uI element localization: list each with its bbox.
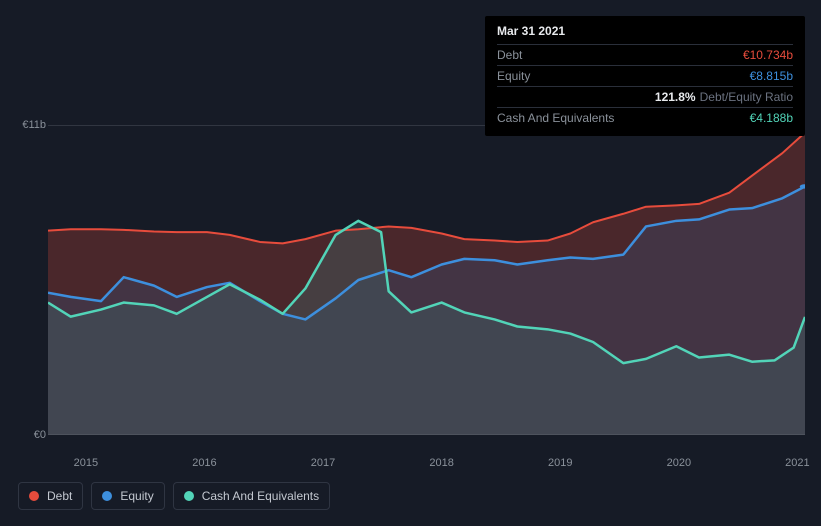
tooltip-label	[497, 90, 655, 104]
tooltip-row-cash: Cash And Equivalents €4.188b	[497, 108, 793, 128]
x-tick-label: 2019	[548, 457, 572, 469]
legend-dot-icon	[102, 491, 112, 501]
tooltip-ratio-wrap: 121.8% Debt/Equity Ratio	[655, 90, 793, 104]
x-tick-label: 2016	[192, 457, 216, 469]
chart-tooltip: Mar 31 2021 Debt €10.734b Equity €8.815b…	[485, 16, 805, 136]
y-axis-labels: €0€11b	[18, 125, 46, 435]
tooltip-ratio-label: Debt/Equity Ratio	[700, 90, 793, 104]
x-tick-label: 2018	[429, 457, 453, 469]
chart-area[interactable]: €0€11b 2015201620172018201920202021	[48, 125, 805, 435]
legend-item-cash[interactable]: Cash And Equivalents	[173, 482, 330, 510]
y-tick-label: €11b	[22, 119, 46, 131]
chart-legend: Debt Equity Cash And Equivalents	[18, 482, 330, 510]
tooltip-label: Debt	[497, 48, 743, 62]
legend-item-debt[interactable]: Debt	[18, 482, 83, 510]
tooltip-label: Equity	[497, 69, 750, 83]
tooltip-row-equity: Equity €8.815b	[497, 66, 793, 87]
legend-label: Debt	[47, 489, 72, 503]
tooltip-label: Cash And Equivalents	[497, 111, 750, 125]
tooltip-date: Mar 31 2021	[497, 24, 793, 45]
x-tick-label: 2021	[785, 457, 809, 469]
x-tick-label: 2015	[74, 457, 98, 469]
legend-label: Equity	[120, 489, 153, 503]
tooltip-value: €10.734b	[743, 48, 793, 62]
tooltip-row-debt: Debt €10.734b	[497, 45, 793, 66]
x-tick-label: 2020	[667, 457, 691, 469]
legend-dot-icon	[184, 491, 194, 501]
x-tick-label: 2017	[311, 457, 335, 469]
chart-svg	[48, 125, 805, 435]
tooltip-row-ratio: 121.8% Debt/Equity Ratio	[497, 87, 793, 108]
legend-item-equity[interactable]: Equity	[91, 482, 164, 510]
y-tick-label: €0	[34, 429, 46, 441]
tooltip-ratio-value: 121.8%	[655, 90, 696, 104]
tooltip-value: €4.188b	[750, 111, 793, 125]
tooltip-value: €8.815b	[750, 69, 793, 83]
legend-label: Cash And Equivalents	[202, 489, 319, 503]
legend-dot-icon	[29, 491, 39, 501]
